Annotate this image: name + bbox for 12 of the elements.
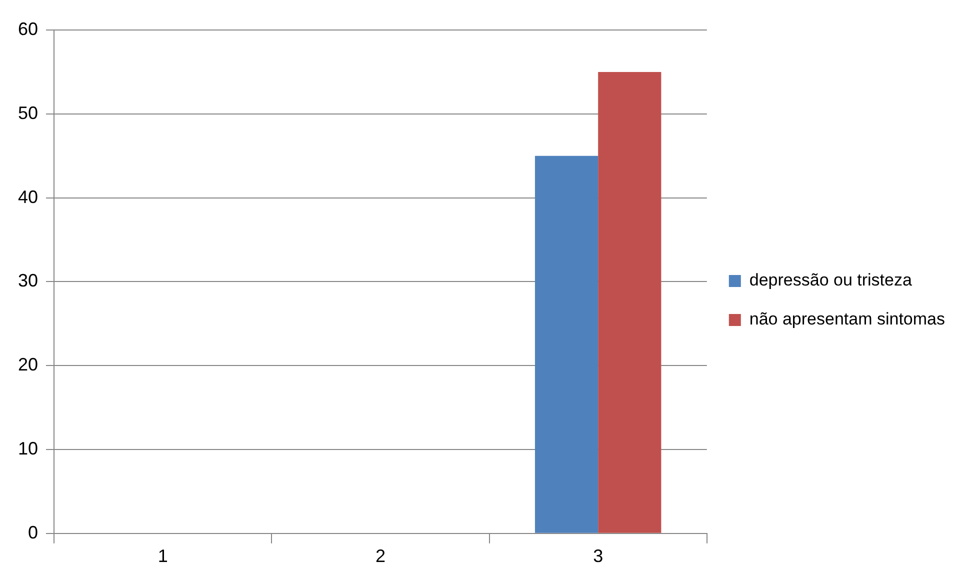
legend-label: depressão ou tristeza [749,270,912,290]
y-tick-label: 60 [18,18,38,39]
y-tick-label: 10 [18,438,38,458]
y-tick-label: 0 [28,522,38,542]
x-tick-label: 1 [158,546,168,566]
y-tick-label: 30 [18,270,38,291]
y-tick-label: 40 [18,186,38,207]
y-tick-label: 50 [18,102,38,123]
x-tick-label: 3 [593,546,604,566]
legend-label: não apresentam sintomas [749,310,945,329]
x-tick-label: 2 [375,546,386,566]
y-tick-label: 20 [18,354,38,375]
